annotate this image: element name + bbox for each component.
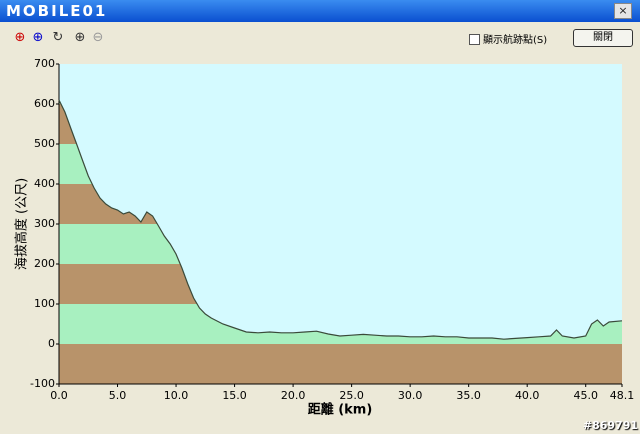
x-tick-label: 5.0: [109, 389, 127, 402]
pan-tool[interactable]: ↻: [52, 30, 64, 45]
crosshair-tool-2[interactable]: ⊕: [32, 30, 44, 45]
zoom-out[interactable]: ⊖: [92, 30, 104, 45]
x-tick-label: 20.0: [281, 389, 306, 402]
y-tick-label: 700: [34, 57, 55, 70]
y-tick-label: 300: [34, 217, 55, 230]
x-tick-label: 40.0: [515, 389, 540, 402]
checkbox[interactable]: [469, 34, 480, 45]
y-tick-label: 600: [34, 97, 55, 110]
y-tick-label: 500: [34, 137, 55, 150]
title-bar: MOBILE01 ×: [0, 0, 640, 22]
elevation-line: [58, 99, 623, 340]
y-tick-label: 0: [48, 337, 55, 350]
checkbox-label[interactable]: 顯示航跡點(S): [483, 35, 548, 46]
y-tick-label: 100: [34, 297, 55, 310]
x-tick-label: 30.0: [398, 389, 423, 402]
y-tick-label: 200: [34, 257, 55, 270]
elevation-band: [59, 344, 622, 384]
x-tick-label: 25.0: [339, 389, 364, 402]
x-tick-label: 35.0: [456, 389, 481, 402]
x-tick-label: 0.0: [50, 389, 68, 402]
x-axis-label: 距離 (km): [308, 402, 373, 418]
x-tick-label: 48.1: [610, 389, 635, 402]
y-tick-label: -100: [30, 377, 55, 390]
x-tick-label: 15.0: [222, 389, 247, 402]
window-close[interactable]: ×: [614, 3, 632, 19]
x-tick-label: 45.0: [573, 389, 598, 402]
zoom-in[interactable]: ⊕: [74, 30, 86, 45]
watermark: #869791: [582, 419, 638, 432]
close-button[interactable]: 關閉: [573, 29, 633, 47]
x-tick-label: 10.0: [164, 389, 189, 402]
toolbar: ⊕ ⊕ ↻ ⊕ ⊖ 顯示航跡點(S) 關閉: [6, 26, 634, 50]
crosshair-tool[interactable]: ⊕: [14, 30, 26, 45]
y-tick-label: 400: [34, 177, 55, 190]
logo: MOBILE01: [6, 2, 108, 20]
y-axis-label: 海拔高度 (公尺): [14, 178, 30, 270]
